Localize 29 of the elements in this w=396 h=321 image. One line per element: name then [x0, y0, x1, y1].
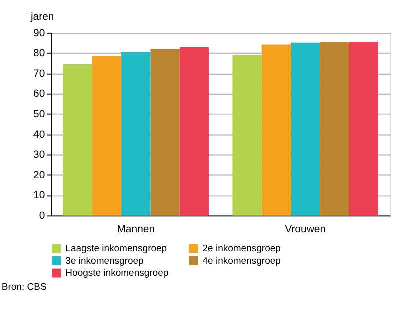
- y-tick-label: 20: [34, 170, 46, 182]
- y-tick-label: 30: [34, 150, 46, 162]
- y-tick-label: 50: [34, 110, 46, 120]
- y-tick-label: 70: [34, 68, 46, 80]
- y-axis-title: jaren: [30, 12, 54, 24]
- bar: [63, 64, 92, 216]
- legend-label: 3e inkomensgroep: [66, 256, 144, 267]
- y-tick-label: 80: [34, 48, 46, 60]
- bar: [180, 48, 209, 216]
- legend-label: 4e inkomensgroep: [202, 256, 281, 267]
- bar: [122, 52, 151, 216]
- y-tick-label: 60: [34, 89, 46, 100]
- x-tick-label: Vrouwen: [285, 224, 326, 236]
- bar: [92, 56, 122, 216]
- bar: [232, 55, 262, 216]
- legend-label: 2e inkomensgroep: [202, 244, 281, 255]
- y-tick-label: 90: [34, 28, 46, 40]
- legend-label: Hoogste inkomensgroep: [66, 268, 169, 280]
- y-tick-label: 40: [34, 130, 46, 141]
- bar: [290, 42, 320, 216]
- bar: [262, 44, 291, 216]
- text: Bron: CBS: [2, 282, 47, 293]
- bar: [349, 42, 378, 216]
- bar: [320, 42, 350, 216]
- x-tick-label: Mannen: [117, 224, 156, 236]
- y-tick-label: 10: [34, 190, 46, 202]
- bar: [150, 49, 180, 216]
- legend-label: Laagste inkomensgroep: [66, 244, 168, 255]
- y-tick-label: 0: [39, 211, 46, 222]
